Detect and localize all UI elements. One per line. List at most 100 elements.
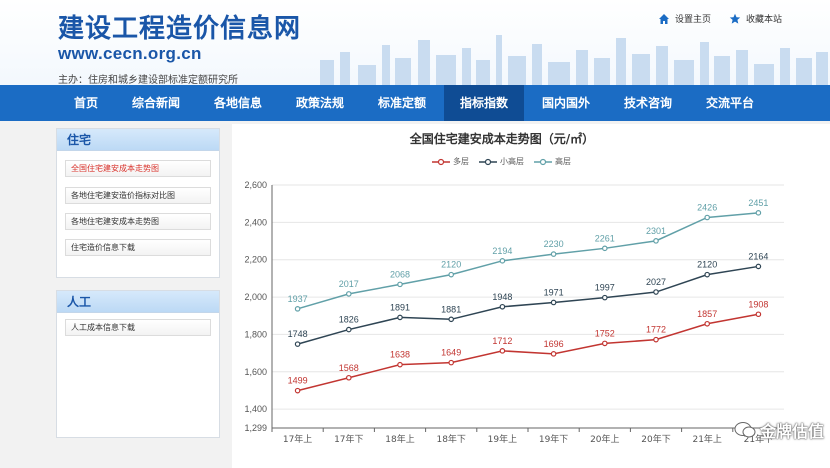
data-point [294,341,301,347]
data-label: 1772 [646,325,666,335]
sidebar-item-cost-download[interactable]: 住宅造价信息下载 [65,239,211,256]
x-tick-label: 20年上 [590,433,619,445]
sidebar-residential-header: 住宅 [57,129,219,151]
data-label: 1997 [595,283,615,293]
data-label: 1908 [748,299,768,309]
data-point [448,271,455,278]
y-tick-label: 1,400 [244,404,267,414]
data-point [346,374,352,381]
data-label: 2230 [544,239,564,249]
main-nav: 首页 综合新闻 各地信息 政策法规 标准定额 指标指数 国内国外 技术咨询 交流… [0,85,830,121]
data-label: 2301 [646,226,666,236]
add-favorite-label: 收藏本站 [745,15,782,25]
nav-item-local-info[interactable]: 各地信息 [213,96,262,110]
data-point [653,238,659,244]
chart-panel: 全国住宅建安成本走势图（元/㎡） 多层 小高层 高层 1,299 1,400 1,600… [232,124,830,468]
x-tick-label: 19年上 [488,433,517,445]
data-label: 1712 [492,336,512,346]
data-point [397,361,403,368]
data-label: 2194 [492,246,512,256]
legend-marker-icon [534,158,552,165]
data-point [704,320,711,327]
data-point [601,340,608,347]
sidebar-labor-title: 人工 [67,295,92,309]
top-links: 设置主页 收藏本站 [658,12,782,25]
legend-label: 高层 [555,157,571,166]
sidebar-item-national-cost-trend[interactable]: 全国住宅建安成本走势图 [65,160,211,177]
data-point [499,303,506,310]
y-tick-label: 1,299 [244,423,267,433]
line-chart: 1,299 1,400 1,600 1,800 2,000 2,200 2,400 2,600… [244,180,784,445]
y-tick-label: 2,600 [244,180,267,190]
data-point [653,336,659,343]
legend-item[interactable]: 小高层 [479,156,524,167]
x-tick-label: 20年下 [641,433,670,445]
data-point [448,359,455,366]
x-tick-label: 21年上 [692,433,721,445]
data-label: 2027 [646,277,666,287]
y-tick-label: 2,000 [244,292,267,302]
data-label: 1948 [492,292,512,302]
nav-item-news[interactable]: 综合新闻 [131,96,180,110]
site-sponsor: 主办：住房和城乡建设部标准定额研究所 [58,75,238,85]
data-label: 2017 [339,279,359,289]
data-point [499,258,506,264]
sidebar-labor-box: 人工 人工成本信息下载 [56,290,220,438]
x-tick-label: 18年上 [385,433,414,445]
nav-item-indices[interactable]: 指标指数 [444,85,524,121]
data-label: 1826 [339,315,359,325]
sidebar-residential-title: 住宅 [67,133,92,147]
data-label: 1568 [339,363,359,373]
add-favorite-link[interactable]: 收藏本站 [729,12,782,25]
set-homepage-label: 设置主页 [674,15,711,25]
data-point [755,210,762,216]
data-label: 1891 [390,302,410,312]
city-skyline-illustration [320,35,828,85]
chart-legend: 多层 小高层 高层 [432,156,571,167]
data-label: 1649 [441,348,461,358]
data-point [550,251,557,257]
data-point [601,294,608,301]
data-label: 2164 [748,251,768,261]
data-point [448,316,455,323]
nav-item-consulting[interactable]: 技术咨询 [623,96,672,110]
series-line [297,313,759,392]
data-label: 1638 [390,350,410,360]
y-tick-label: 1,600 [244,367,267,377]
data-point [294,387,301,394]
data-point [499,348,506,354]
data-point [601,245,608,252]
star-icon [729,13,741,24]
chart-title: 全国住宅建安成本走势图（元/㎡） [409,132,595,146]
nav-item-forum[interactable]: 交流平台 [705,96,754,110]
data-label: 1881 [441,304,461,314]
series-line [297,265,759,345]
site-url: www.cecn.org.cn [58,44,202,63]
data-point [755,263,762,270]
data-label: 2120 [441,260,461,270]
sidebar-labor-header: 人工 [57,291,219,313]
site-logo-title[interactable]: 建设工程造价信息网 [58,14,302,44]
site-header: 建设工程造价信息网 www.cecn.org.cn 主办：住房和城乡建设部标准定… [0,0,830,85]
sidebar-item-regional-cost-trend[interactable]: 各地住宅建安成本走势图 [65,213,211,230]
y-tick-label: 2,400 [244,217,267,227]
sidebar-residential-box: 住宅 全国住宅建安成本走势图 各地住宅建安造价指标对比图 各地住宅建安成本走势图… [56,128,220,278]
sidebar-item-labor-download[interactable]: 人工成本信息下载 [65,319,211,336]
data-label: 2451 [748,198,768,208]
data-point [550,351,557,357]
nav-item-international[interactable]: 国内国外 [541,96,590,110]
legend-item[interactable]: 多层 [432,156,469,167]
data-label: 1752 [595,328,615,338]
data-point [346,326,352,333]
nav-item-policy[interactable]: 政策法规 [295,96,344,110]
nav-item-home[interactable]: 首页 [73,96,98,110]
wechat-icon [734,422,756,438]
set-homepage-link[interactable]: 设置主页 [658,12,711,25]
legend-label: 多层 [453,157,469,166]
data-label: 1696 [544,339,564,349]
data-label: 1857 [697,309,717,319]
legend-item[interactable]: 高层 [534,156,571,167]
nav-item-standards[interactable]: 标准定额 [377,96,426,110]
data-point [346,291,352,297]
sidebar-item-regional-index-compare[interactable]: 各地住宅建安造价指标对比图 [65,187,211,204]
